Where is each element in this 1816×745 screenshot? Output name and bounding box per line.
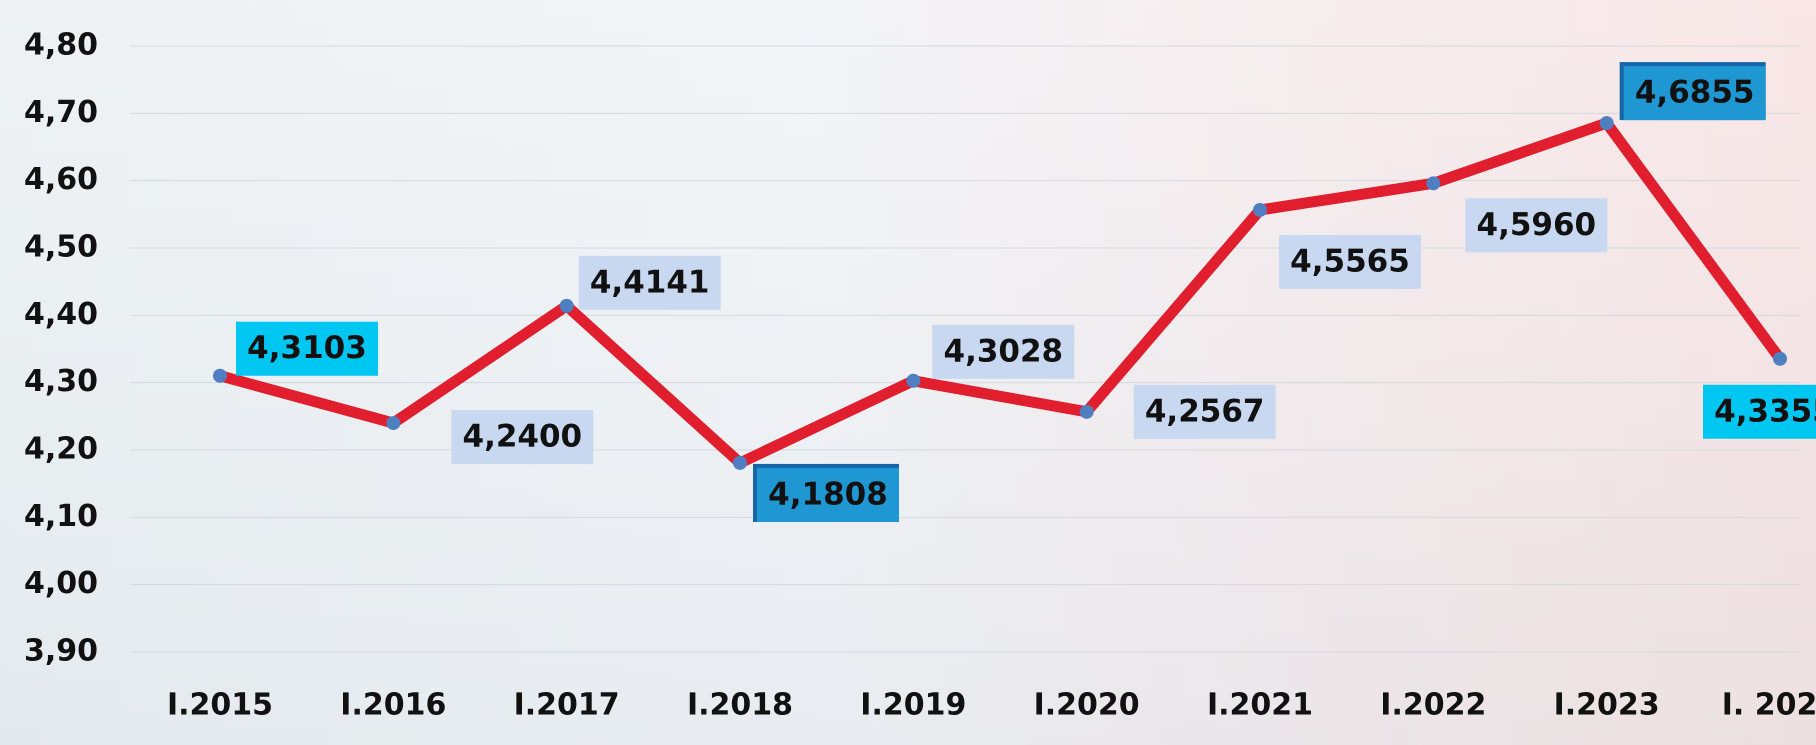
y-tick-label: 4,70 <box>24 95 98 130</box>
y-tick-label: 4,60 <box>24 162 98 197</box>
x-tick-label: I.2016 <box>340 688 446 723</box>
label-box <box>1133 384 1276 439</box>
x-tick-label: I.2018 <box>687 688 793 723</box>
label-box <box>578 255 721 310</box>
data-point <box>906 373 921 388</box>
label-box <box>932 324 1075 379</box>
data-label: 4,5565 <box>1290 243 1410 279</box>
label-box <box>236 321 378 376</box>
data-label: 4,3355 <box>1714 393 1816 429</box>
label-box <box>757 467 899 522</box>
data-point <box>1426 176 1441 191</box>
data-label: 4,6855 <box>1635 75 1755 111</box>
y-tick-label: 4,80 <box>24 28 98 63</box>
x-tick-label: I.2015 <box>167 688 273 723</box>
x-tick-label: I.2023 <box>1554 688 1660 723</box>
label-box <box>1465 198 1608 253</box>
x-tick-label: I.2022 <box>1380 688 1486 723</box>
data-label: 4,2567 <box>1145 393 1265 429</box>
data-label: 4,3028 <box>944 333 1064 369</box>
x-tick-label: I.2021 <box>1207 688 1313 723</box>
x-tick-label: I.2019 <box>860 688 966 723</box>
data-label: 4,3103 <box>247 330 367 366</box>
data-point <box>1773 351 1787 366</box>
data-point <box>1599 116 1614 131</box>
y-tick-label: 4,10 <box>24 499 98 534</box>
data-point <box>386 416 401 431</box>
data-point <box>1253 202 1267 217</box>
data-line <box>214 117 1786 469</box>
x-tick-label: I.2020 <box>1034 688 1140 723</box>
data-label: 4,2400 <box>463 419 583 455</box>
data-label: 4,1808 <box>768 476 888 512</box>
label-box <box>1623 66 1766 121</box>
data-label: 4,5960 <box>1477 207 1597 243</box>
label-box <box>1279 234 1421 289</box>
x-tick-label: I.2017 <box>514 688 620 723</box>
data-point <box>1079 404 1094 419</box>
y-tick-label: 4,50 <box>24 230 98 265</box>
label-box <box>1703 384 1816 439</box>
data-label: 4,4141 <box>590 264 710 300</box>
data-point <box>733 455 747 470</box>
y-tick-label: 3,90 <box>24 634 98 669</box>
data-point <box>213 368 227 383</box>
y-tick-label: 4,20 <box>24 432 98 467</box>
data-point <box>559 298 574 313</box>
y-tick-label: 4,40 <box>24 297 98 332</box>
y-tick-label: 4,00 <box>24 566 98 601</box>
label-box <box>451 410 594 465</box>
y-tick-label: 4,30 <box>24 364 98 399</box>
